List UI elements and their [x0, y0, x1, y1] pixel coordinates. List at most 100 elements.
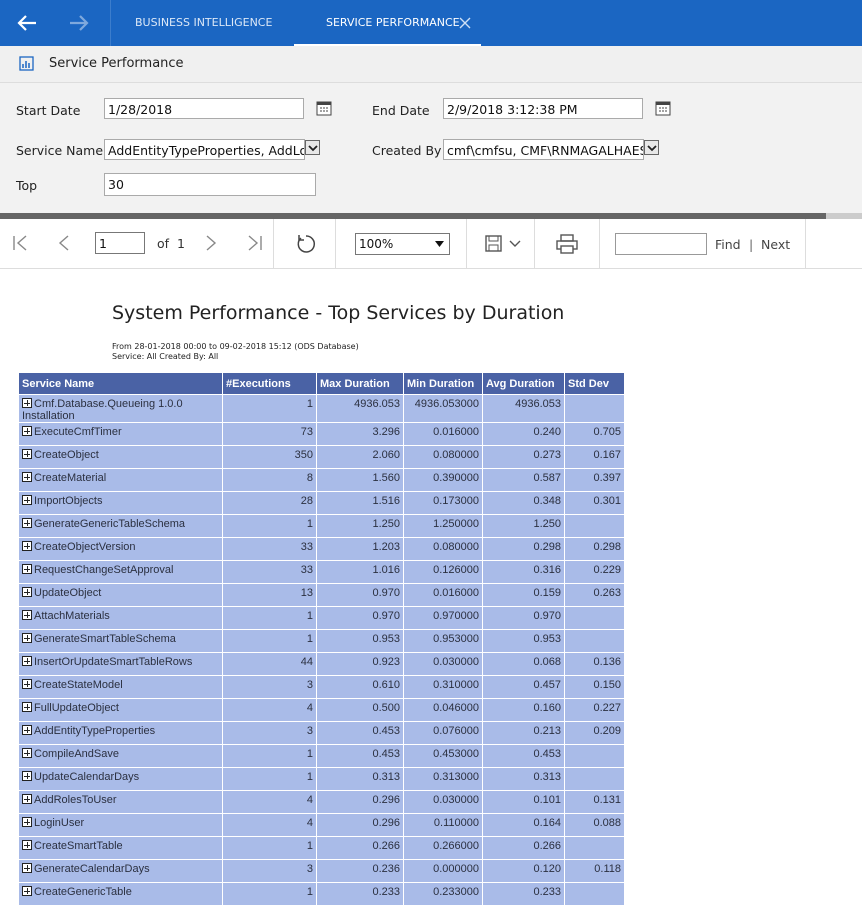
previous-page[interactable]	[57, 235, 71, 251]
expand-toggle[interactable]	[22, 426, 32, 436]
value-cell: 350	[223, 446, 317, 469]
tab-active[interactable]: SERVICE PERFORMANCE	[294, 0, 481, 46]
service-cell: AddRolesToUser	[19, 791, 223, 814]
expand-toggle[interactable]	[22, 817, 32, 827]
dropdown-button[interactable]	[644, 140, 659, 155]
forward-button[interactable]	[68, 13, 90, 33]
expand-toggle[interactable]	[22, 886, 32, 896]
page-of: of	[157, 236, 169, 251]
value-cell: 1.560	[317, 469, 404, 492]
expand-toggle[interactable]	[22, 564, 32, 574]
service-cell: RequestChangeSetApproval	[19, 561, 223, 584]
expand-toggle[interactable]	[22, 398, 32, 408]
end-date-input[interactable]: 2/9/2018 3:12:38 PM	[443, 98, 643, 119]
page-input[interactable]: 1	[95, 232, 145, 254]
calendar-button[interactable]	[655, 100, 671, 116]
expand-toggle[interactable]	[22, 633, 32, 643]
value-cell: 1.250000	[404, 515, 483, 538]
expand-toggle[interactable]	[22, 725, 32, 735]
expand-toggle[interactable]	[22, 495, 32, 505]
value-cell: 0.167	[565, 446, 625, 469]
expand-toggle[interactable]	[22, 518, 32, 528]
value-cell: 0.313000	[404, 768, 483, 791]
value-cell: 0.970000	[404, 607, 483, 630]
value-cell: 1	[223, 837, 317, 860]
expand-toggle[interactable]	[22, 863, 32, 873]
table-row: AttachMaterials10.9700.9700000.970	[19, 607, 625, 630]
print-button[interactable]	[556, 234, 578, 254]
service-cell: GenerateGenericTableSchema	[19, 515, 223, 538]
expand-toggle[interactable]	[22, 702, 32, 712]
value-cell: 33	[223, 538, 317, 561]
expand-toggle[interactable]	[22, 679, 32, 689]
value-cell: 0.164	[483, 814, 565, 837]
value-cell: 0.227	[565, 699, 625, 722]
value-cell: 0.953000	[404, 630, 483, 653]
column-header: Service Name	[19, 373, 223, 395]
service-name: CreateObjectVersion	[34, 541, 136, 553]
start-date-input[interactable]: 1/28/2018	[104, 98, 304, 119]
value-cell: 8	[223, 469, 317, 492]
value-cell: 0.213	[483, 722, 565, 745]
value-cell: 0.101	[483, 791, 565, 814]
page-header: Service Performance	[0, 46, 862, 83]
value-cell: 0.000000	[404, 860, 483, 883]
service-cell: Cmf.Database.Queueing 1.0.0 Installation	[19, 395, 223, 423]
back-button[interactable]	[16, 13, 38, 33]
find-link[interactable]: Find	[715, 237, 741, 252]
close-tab[interactable]	[459, 17, 471, 29]
filter-panel: Start Date 1/28/2018 End Date 2/9/2018 3…	[0, 83, 862, 213]
next-link[interactable]: Next	[761, 237, 790, 252]
value-cell: 0.457	[483, 676, 565, 699]
value-cell: 0.610	[317, 676, 404, 699]
value-cell: 0.150	[565, 676, 625, 699]
value-cell: 0.500	[317, 699, 404, 722]
find-input[interactable]	[615, 233, 707, 255]
service-name: FullUpdateObject	[34, 702, 119, 714]
expand-toggle[interactable]	[22, 840, 32, 850]
expand-toggle[interactable]	[22, 541, 32, 551]
expand-toggle[interactable]	[22, 748, 32, 758]
tab[interactable]: BUSINESS INTELLIGENCE	[135, 0, 272, 46]
column-header: Std Dev	[565, 373, 625, 395]
table-row: CreateObjectVersion331.2030.0800000.2980…	[19, 538, 625, 561]
value-cell: 0.126000	[404, 561, 483, 584]
expand-toggle[interactable]	[22, 771, 32, 781]
expand-toggle[interactable]	[22, 587, 32, 597]
refresh-button[interactable]	[295, 233, 317, 255]
value-cell: 0.110000	[404, 814, 483, 837]
expand-toggle[interactable]	[22, 656, 32, 666]
label: Top	[16, 178, 37, 193]
value-cell: 1.203	[317, 538, 404, 561]
calendar-button[interactable]	[316, 100, 332, 116]
service-name-select[interactable]: AddEntityTypeProperties, AddLoo	[104, 139, 305, 160]
next-page[interactable]	[204, 235, 218, 251]
value-cell	[565, 745, 625, 768]
expand-toggle[interactable]	[22, 472, 32, 482]
value-cell	[565, 837, 625, 860]
expand-toggle[interactable]	[22, 449, 32, 459]
value-cell: 0.016000	[404, 423, 483, 446]
expand-toggle[interactable]	[22, 794, 32, 804]
value-cell: 0.266	[317, 837, 404, 860]
expand-toggle[interactable]	[22, 610, 32, 620]
last-page[interactable]	[245, 235, 263, 251]
service-cell: ExecuteCmfTimer	[19, 423, 223, 446]
value-cell: 1	[223, 607, 317, 630]
table-row: AddRolesToUser40.2960.0300000.1010.131	[19, 791, 625, 814]
export-button[interactable]	[485, 235, 525, 253]
value-cell: 0.240	[483, 423, 565, 446]
created-by-select[interactable]: cmf\cmfsu, CMF\RNMAGALHAES,	[443, 139, 644, 160]
table-row: UpdateObject130.9700.0160000.1590.263	[19, 584, 625, 607]
value-cell: 4936.053	[317, 395, 404, 423]
service-name: CreateSmartTable	[34, 840, 123, 852]
service-cell: CreateStateModel	[19, 676, 223, 699]
first-page[interactable]	[12, 235, 30, 251]
dropdown-button[interactable]	[305, 140, 320, 155]
zoom-arrow	[435, 241, 444, 247]
value-cell: 0.453	[483, 745, 565, 768]
value-cell: 44	[223, 653, 317, 676]
value-cell: 1.516	[317, 492, 404, 515]
value-cell: 0.076000	[404, 722, 483, 745]
top-input[interactable]: 30	[104, 173, 316, 196]
